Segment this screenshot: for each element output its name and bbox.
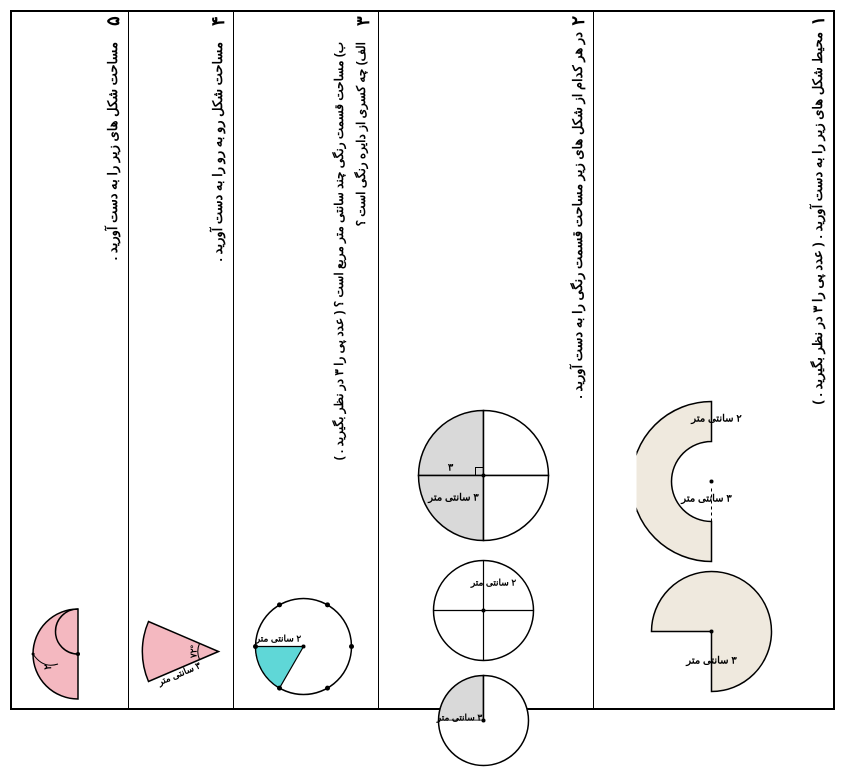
label-5: ۲ [43, 664, 54, 670]
label-2a: ۳ سانتی متر [427, 493, 479, 504]
label-1a-inner: ۳ سانتی متر [680, 494, 732, 505]
worksheet: ۱ محیط شکل های زیر را به دست آورید . ( ع… [10, 10, 835, 710]
label-3: ۲ سانتی متر [255, 634, 302, 645]
figure-3: ۲ سانتی متر [249, 592, 364, 702]
problem-5: ۵ مساحت شکل های زیر را به دست آورید . ۲ [18, 12, 128, 708]
number-5: ۵ [102, 16, 124, 36]
label-4-angle: ۷۲° [189, 644, 199, 659]
problem-4: ۴ مساحت شکل رو به رو را به دست آورید . ۷… [128, 12, 233, 708]
question-1: محیط شکل های زیر را به دست آورید . ( عدد… [808, 32, 829, 405]
question-5: مساحت شکل های زیر را به دست آورید . [103, 42, 124, 260]
problem-2: ۲ در هر کدام از شکل های زیر مساحت قسمت ر… [378, 12, 593, 708]
question-3b: ب) مساحت قسمت رنگی چند سانتی متر مربع اس… [330, 42, 348, 460]
figure-2c: ۳ سانتی متر [434, 671, 539, 771]
question-4: مساحت شکل رو به رو را به دست آورید . [208, 42, 229, 262]
question-3a: الف) چه کسری از دایره رنگی است ؟ [352, 42, 370, 226]
figure-1b: ۳ سانتی متر [641, 562, 786, 702]
number-3: ۳ [352, 16, 374, 36]
number-4: ۴ [207, 16, 229, 36]
label-1a-outer: ۲ سانتی متر [690, 414, 742, 425]
figure-4: ۷۲° ۳ سانتی متر [129, 602, 234, 702]
number-2: ۲ [567, 16, 589, 26]
question-2: در هر کدام از شکل های زیر مساحت قسمت رنگ… [568, 32, 589, 399]
problem-3: ۳ الف) چه کسری از دایره رنگی است ؟ ب) مس… [233, 12, 378, 708]
problem-1: ۱ محیط شکل های زیر را به دست آورید . ( ع… [593, 12, 833, 708]
figure-2b: ۲ سانتی متر [429, 556, 544, 666]
figure-1a: ۳ سانتی متر ۲ سانتی متر [636, 377, 791, 587]
label-2c: ۳ سانتی متر [436, 713, 483, 724]
label-1b: ۳ سانتی متر [685, 656, 737, 667]
figure-5: ۲ [23, 599, 123, 709]
label-2b: ۲ سانتی متر [470, 578, 517, 589]
number-1: ۱ [807, 16, 829, 26]
label-2a2: ۳ [448, 463, 454, 474]
figure-2a: ۳ سانتی متر ۳ [409, 401, 564, 551]
